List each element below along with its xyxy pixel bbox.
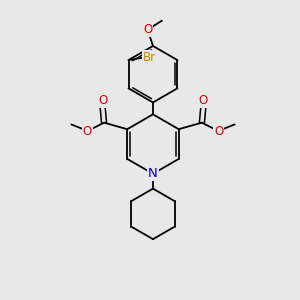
Text: Br: Br xyxy=(143,51,157,64)
Text: O: O xyxy=(98,94,107,107)
Text: O: O xyxy=(143,23,152,36)
Text: O: O xyxy=(83,125,92,138)
Text: O: O xyxy=(214,125,223,138)
Text: O: O xyxy=(199,94,208,107)
Text: N: N xyxy=(148,167,158,180)
